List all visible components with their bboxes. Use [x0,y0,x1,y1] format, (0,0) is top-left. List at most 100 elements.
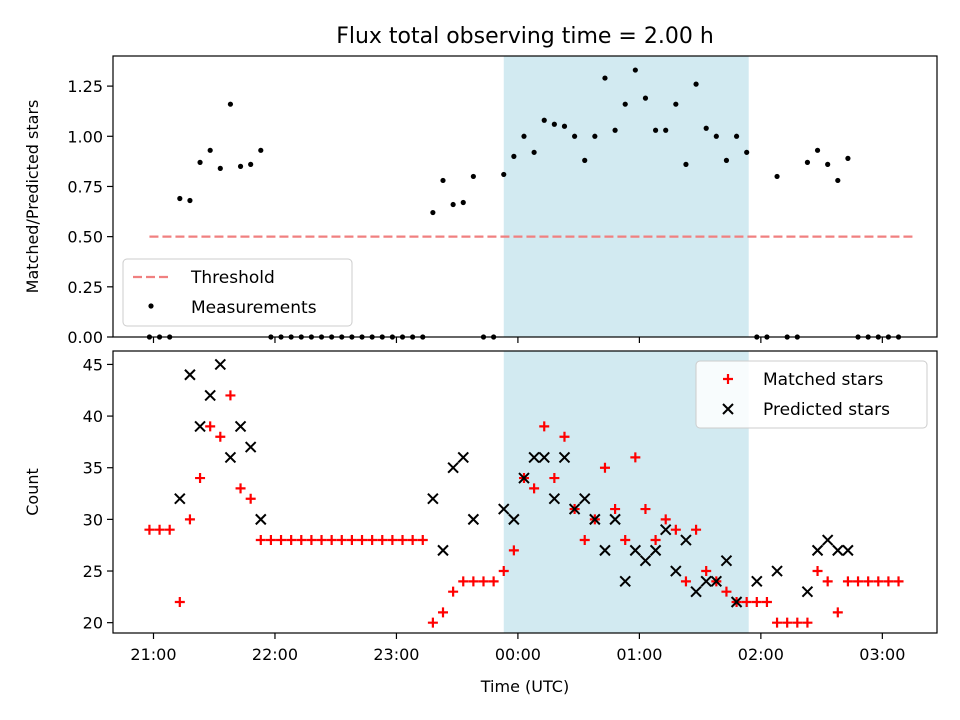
predicted-star-point [174,493,186,505]
observing-window [503,56,749,337]
predicted-star-point [538,451,550,464]
measurement-point [197,159,203,165]
predicted-star-point [680,534,692,546]
measurement-point [440,177,446,184]
matched-star-point [691,524,702,535]
matched-star-point [873,576,884,587]
predicted-star-point [568,503,581,515]
predicted-star-point [255,513,267,526]
matched-star-point [144,524,155,535]
legend-predicted-label: Predicted stars [763,400,890,420]
predicted-star-point [771,565,783,577]
predicted-star-point [194,420,206,433]
y-tick-label: 20 [83,614,103,633]
measurement-point [511,153,517,159]
measurement-point [187,197,193,204]
measurement-point [663,127,669,133]
x-tick-label: 03:00 [859,645,905,664]
predicted-star-point [184,369,196,381]
matched-star-point [377,535,388,546]
matched-star-point [508,545,519,556]
matched-star-point [610,504,621,515]
matched-star-point [326,535,337,546]
x-tick-label: 00:00 [495,645,541,664]
matched-star-point [286,535,297,546]
predicted-star-point [467,513,480,526]
matched-star-point [336,535,347,546]
predicted-star-point [508,513,520,526]
legend-threshold-label: Threshold [190,268,275,288]
predicted-star-point [639,554,652,567]
matched-star-point [549,473,560,484]
matched-star-point [529,483,540,494]
measurement-point [258,147,264,153]
matched-star-point [701,566,712,577]
measurement-point [460,199,466,206]
matched-star-point [559,431,570,442]
matched-star-point [225,390,236,401]
matched-star-point [154,524,165,535]
measurement-point [217,165,223,171]
matched-star-point [417,535,428,546]
matched-star-point [640,504,651,515]
y-axis-label: Count [23,468,42,516]
predicted-star-point [589,513,601,526]
matched-star-point [488,576,499,587]
matched-star-point [599,462,610,473]
measurement-point [592,133,598,139]
measurement-point [835,177,841,184]
matched-star-point [761,597,772,608]
matched-star-point [235,483,246,494]
y-tick-label: 0.25 [67,278,103,297]
predicted-star-point [599,544,611,557]
predicted-star-point [751,575,763,588]
measurement-point [673,101,679,107]
y-tick-label: 1.00 [67,127,103,146]
count-panel: 20 25 30 35 40 45 21:00 22:00 23:00 00:00 01:00 02:… [23,350,938,696]
matched-star-point [184,514,195,525]
matched-star-point [620,535,631,546]
measurement-point [572,133,578,139]
matched-star-point [812,566,823,577]
predicted-star-point [811,544,824,557]
measurement-point [683,161,689,167]
predicted-star-point [842,544,854,557]
matched-star-point [680,576,691,587]
x-tick-label: 21:00 [130,645,176,664]
matched-star-point [397,535,408,546]
predicted-star-point [700,575,712,588]
legend-box [122,258,353,327]
x-tick-label: 23:00 [373,645,419,664]
x-tick-label: 22:00 [252,645,298,664]
matched-star-point [498,566,509,577]
measurement-point [845,155,851,161]
matched-star-point [802,617,813,628]
matched-star-point [822,576,833,587]
x-axis-label: Time (UTC) [480,677,569,696]
y-tick-label: 45 [83,355,103,374]
matched-star-point [741,597,752,608]
matched-star-point [670,524,681,535]
predicted-star-point [649,544,662,557]
y-tick-label: 40 [83,407,103,426]
predicted-star-point [548,493,561,505]
predicted-star-point [437,544,449,557]
measurement-point [531,149,537,155]
y-tick-label: 1.25 [67,77,103,96]
measurement-point [774,173,780,180]
matched-star-point [579,535,590,546]
measurement-point [622,101,628,107]
predicted-star-point [498,503,510,515]
legend-matched-swatch [723,374,733,384]
predicted-star-point [214,358,227,371]
matched-star-point [346,535,357,546]
matched-star-point [650,535,661,546]
legend-measurement-label: Measurements [191,298,317,318]
matched-star-point [832,607,843,618]
predicted-star-point [528,451,540,464]
measurement-point [207,147,213,153]
legend-box [695,360,928,429]
measurement-point [612,127,618,133]
matched-star-point [276,535,287,546]
predicted-star-point [579,493,591,505]
